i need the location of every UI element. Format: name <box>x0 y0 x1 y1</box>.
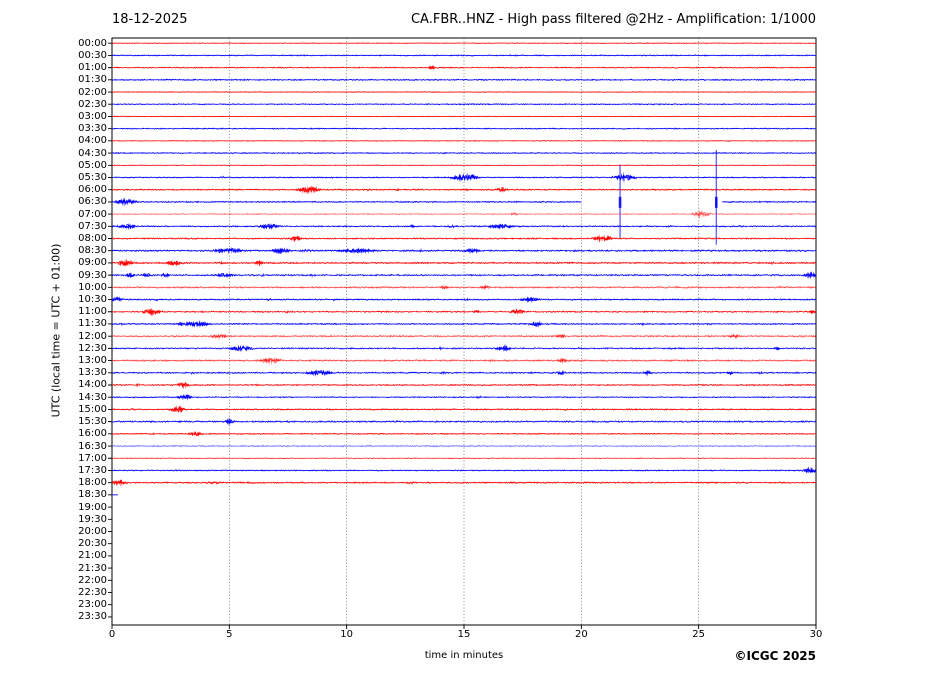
y-tick-label: 01:30 <box>78 74 107 86</box>
y-tick-label: 17:30 <box>78 464 107 476</box>
y-tick-label: 02:30 <box>78 98 107 110</box>
y-tick-label: 02:00 <box>78 86 107 98</box>
y-tick-label: 15:00 <box>78 403 107 415</box>
y-tick-label: 17:00 <box>78 452 107 464</box>
y-tick-label: 08:00 <box>78 233 107 244</box>
y-tick-label: 04:00 <box>78 135 107 147</box>
y-tick-label: 11:00 <box>78 306 107 318</box>
y-tick-label: 09:30 <box>78 269 107 281</box>
y-tick-label: 06:30 <box>78 196 107 208</box>
y-tick-label: 15:30 <box>78 416 107 428</box>
y-tick-label: 19:00 <box>78 501 107 513</box>
y-tick-label: 00:30 <box>78 49 107 61</box>
y-tick-label: 08:30 <box>78 245 107 257</box>
y-tick-label: 20:00 <box>78 525 107 537</box>
x-tick-label: 20 <box>574 629 588 640</box>
y-axis-label: UTC (local time = UTC + 01:00) <box>49 243 63 418</box>
y-tick-label: 18:30 <box>78 489 107 501</box>
y-tick-label: 19:30 <box>78 513 107 525</box>
y-tick-label: 13:00 <box>78 355 107 367</box>
y-tick-label: 12:00 <box>78 330 107 342</box>
x-tick-label: 25 <box>692 629 706 640</box>
y-tick-label: 01:00 <box>78 62 107 74</box>
y-tick-label: 03:00 <box>78 110 107 122</box>
y-tick-label: 13:30 <box>78 367 107 379</box>
y-tick-label: 04:30 <box>78 147 107 159</box>
y-tick-label: 22:30 <box>78 587 107 598</box>
y-tick-label: 16:30 <box>78 440 107 452</box>
x-axis-label: time in minutes <box>424 650 504 661</box>
y-tick-label: 05:30 <box>78 171 107 183</box>
y-tick-label: 23:30 <box>78 611 107 623</box>
y-tick-label: 03:30 <box>78 123 107 135</box>
y-tick-label: 18:00 <box>78 477 107 489</box>
y-tick-label: 07:00 <box>78 208 107 220</box>
y-tick-label: 09:00 <box>78 257 107 269</box>
copyright-label: ©ICGC 2025 <box>734 649 816 663</box>
y-tick-label: 22:00 <box>78 574 107 586</box>
y-tick-label: 07:30 <box>78 220 107 232</box>
y-tick-label: 21:00 <box>78 550 107 562</box>
y-tick-label: 21:30 <box>78 562 107 574</box>
x-tick-label: 10 <box>340 629 354 640</box>
y-tick-label: 12:30 <box>78 342 107 354</box>
x-tick-label: 5 <box>226 629 233 640</box>
y-tick-label: 10:00 <box>78 281 107 293</box>
x-tick-label: 0 <box>108 629 116 640</box>
y-tick-label: 06:00 <box>78 184 107 196</box>
y-tick-label: 05:00 <box>78 159 107 171</box>
x-tick-label: 15 <box>457 629 471 640</box>
y-tick-label: 00:00 <box>78 37 107 49</box>
y-tick-label: 10:30 <box>78 294 107 306</box>
y-tick-label: 14:00 <box>78 379 107 391</box>
x-tick-label: 30 <box>809 629 823 640</box>
y-tick-label: 14:30 <box>78 391 107 403</box>
y-tick-label: 16:00 <box>78 428 107 440</box>
y-tick-label: 20:30 <box>78 538 107 550</box>
y-tick-label: 23:00 <box>78 599 107 611</box>
y-tick-label: 11:30 <box>78 318 107 330</box>
